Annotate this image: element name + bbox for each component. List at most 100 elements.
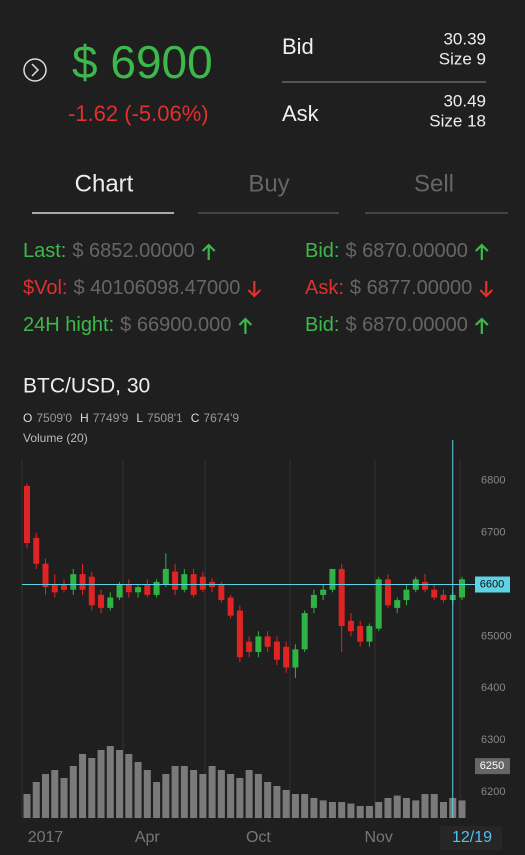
ohlc-key: L: [136, 411, 143, 425]
trend-arrow: [475, 317, 489, 334]
stat-label: Bid:: [305, 314, 339, 336]
candle-body: [366, 626, 373, 642]
ask-price: 30.49: [443, 91, 486, 110]
crosshair-label: 6600: [480, 578, 504, 590]
candle-body: [70, 574, 77, 590]
bid-size: Size 9: [439, 49, 486, 68]
volume-bar: [97, 750, 105, 818]
stat-label: Ask:: [305, 277, 344, 299]
v-grid: [21, 460, 461, 818]
stat-value: $ 6877.00000: [350, 277, 472, 299]
volume-bar: [310, 798, 318, 818]
stat: 24H hight: $ 66900.000: [23, 314, 231, 336]
candle-body: [144, 584, 151, 595]
stat-label: $Vol:: [23, 277, 67, 299]
volume-bar: [190, 770, 198, 818]
stat-label: 24H hight:: [23, 314, 114, 336]
volume-bar: [273, 786, 281, 818]
stat-value: $ 40106098.47000: [73, 277, 240, 299]
ohlc-key: O: [23, 411, 32, 425]
y-tick-label: 6300: [481, 734, 505, 746]
candle-body: [42, 563, 49, 588]
candle-body: [431, 589, 438, 598]
tab[interactable]: Buy: [248, 170, 289, 197]
candle-body: [403, 589, 410, 601]
bid-label: Bid: [282, 34, 314, 59]
volume-bar: [319, 800, 327, 818]
x-tick-label: Oct: [246, 829, 271, 846]
candle-body: [88, 576, 95, 606]
volume-bar: [32, 782, 40, 818]
y-tick-label: 6400: [481, 682, 505, 694]
volume-bar: [458, 800, 466, 818]
volume-bar: [23, 794, 31, 818]
candle-body: [273, 641, 280, 660]
tab[interactable]: Chart: [75, 170, 134, 197]
stat-value: $ 6870.00000: [345, 314, 467, 336]
volume-bar: [51, 770, 59, 818]
volume-bar: [208, 766, 216, 818]
candle-body: [375, 579, 382, 629]
candle-body: [440, 594, 447, 601]
volume-bar: [375, 802, 383, 818]
volume-bar: [171, 766, 179, 818]
candle-body: [394, 600, 401, 608]
volume-bar: [421, 794, 429, 818]
tab[interactable]: Sell: [414, 170, 454, 197]
crosshair-box: [475, 576, 510, 593]
candle-body: [162, 568, 169, 585]
volume-bar: [439, 802, 447, 818]
y-tick-label: 65000: [481, 630, 512, 642]
expand-arrow: [31, 63, 40, 77]
volume-bar: [291, 794, 299, 818]
volume-bar: [365, 806, 373, 818]
candle-body: [51, 584, 58, 593]
candle-body: [33, 537, 40, 564]
ohlc-value: 7674'9: [203, 411, 239, 425]
ohlc-key: H: [80, 411, 89, 425]
stat-label: Last:: [23, 240, 66, 262]
expand-icon[interactable]: [23, 58, 47, 82]
candle-body: [264, 636, 271, 647]
candle-body: [283, 646, 290, 668]
candle-body: [107, 597, 114, 608]
candle-body: [255, 636, 262, 652]
volume-bar: [356, 806, 364, 818]
volume-label: Volume (20): [23, 431, 88, 445]
stat: Last: $ 6852.00000: [23, 240, 195, 262]
trend-arrow: [238, 317, 253, 334]
volume-bar: [264, 782, 272, 818]
volume-bar: [153, 782, 161, 818]
x-tick-label: Nov: [364, 829, 392, 846]
stat-label: Bid:: [305, 240, 339, 262]
y-tick-label: 6700: [481, 527, 505, 539]
volume-bar: [227, 774, 235, 818]
volume-bar: [384, 798, 392, 818]
stat-value: $ 6870.00000: [345, 240, 467, 262]
volume-bar: [430, 794, 438, 818]
y-tick-label: 6200: [481, 786, 505, 798]
candle-body: [135, 587, 142, 593]
stat: $Vol: $ 40106098.47000: [23, 277, 240, 299]
x-tick-label: 12/19: [452, 829, 492, 846]
candle-body: [246, 641, 253, 652]
candle-body: [421, 581, 428, 590]
candle-body: [236, 610, 243, 658]
volume-bar: [393, 795, 401, 818]
volume-bar: [217, 770, 225, 818]
volume-bar: [134, 762, 142, 818]
bid-price: 30.39: [443, 29, 486, 48]
volume-bar: [254, 774, 262, 818]
candle-body: [384, 579, 391, 606]
volume-bar: [328, 802, 336, 818]
volume-bar: [88, 758, 96, 818]
ohlc-value: 7508'1: [147, 411, 183, 425]
candle-body: [301, 613, 308, 650]
candle-body: [199, 576, 206, 590]
volume-bar: [42, 774, 50, 818]
ohlc-value: 7509'0: [36, 411, 72, 425]
volume-bar: [347, 803, 355, 818]
volume-bar: [60, 778, 68, 818]
change: -1.62 (-5.06%): [68, 101, 209, 126]
